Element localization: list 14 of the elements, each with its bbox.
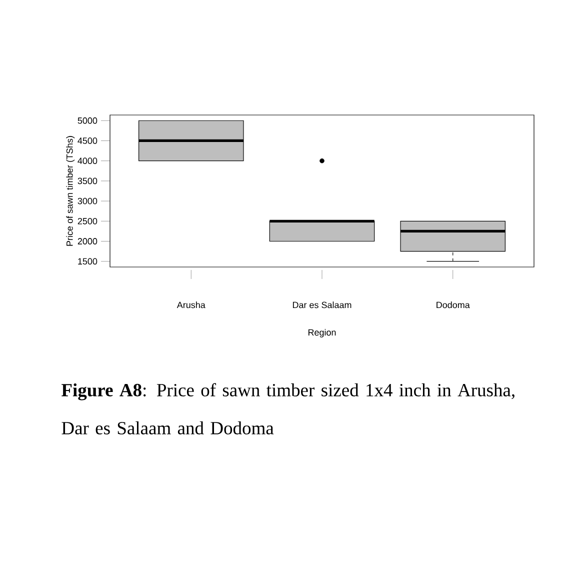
x-axis-title: Region bbox=[308, 328, 336, 338]
y-tick-label: 4000 bbox=[78, 158, 98, 164]
x-tick-label: Dodoma bbox=[436, 302, 470, 308]
y-tick-label: 4500 bbox=[78, 138, 98, 144]
x-tick-label: Arusha bbox=[176, 302, 206, 308]
y-axis-title: Price of sawn timber (TShs) bbox=[66, 136, 75, 246]
y-tick-label: 3000 bbox=[78, 198, 98, 204]
y-tick-label: 3500 bbox=[78, 178, 98, 184]
text: Figure A8: Price of sawn timber sized 1x4 inch in Arusha, Dar es Salaam and Dodoma bbox=[62, 383, 514, 434]
x-tick-label: Dar es Salaam bbox=[292, 302, 352, 308]
y-tick-label: 1500 bbox=[78, 258, 98, 265]
y-tick-label: 5000 bbox=[78, 117, 98, 124]
y-tick-label: 2500 bbox=[78, 218, 98, 224]
y-tick-label: 2000 bbox=[78, 238, 98, 244]
